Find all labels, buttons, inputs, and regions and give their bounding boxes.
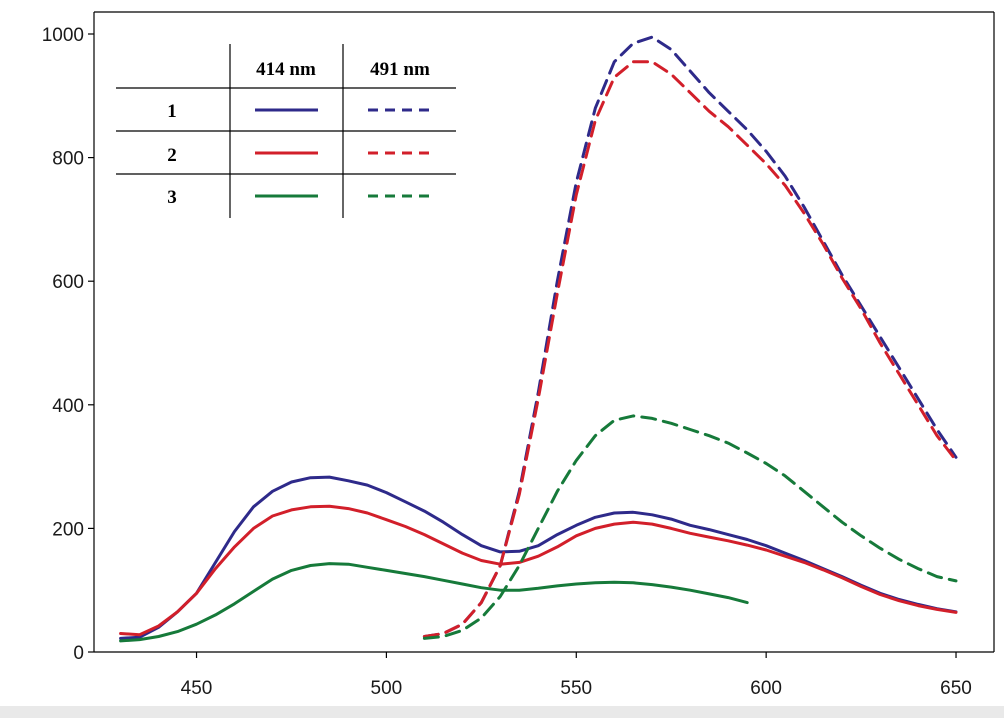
series-line-3-dashed xyxy=(422,414,958,640)
series-line-3-solid xyxy=(119,562,749,643)
series-line-2-dashed xyxy=(422,60,958,638)
x-tick-label: 600 xyxy=(750,678,782,699)
x-tick-label: 550 xyxy=(560,678,592,699)
legend-row-label-2: 2 xyxy=(167,145,177,166)
legend-swatches xyxy=(255,108,430,198)
y-tick-label: 600 xyxy=(52,272,84,293)
x-tick-label: 450 xyxy=(181,678,213,699)
legend-table: 414 nm 491 nm 1 2 3 xyxy=(116,44,456,218)
series-line-2-solid xyxy=(119,504,958,637)
y-tick-label: 800 xyxy=(52,149,84,170)
y-tick-label: 1000 xyxy=(42,25,84,46)
legend-header-491: 491 nm xyxy=(370,59,430,80)
x-tick-label: 650 xyxy=(940,678,972,699)
legend-row-label-3: 3 xyxy=(167,187,177,208)
legend-row-label-1: 1 xyxy=(167,101,177,122)
plot-area xyxy=(93,11,995,653)
x-axis-ticks: 450 500 550 600 650 xyxy=(181,652,972,699)
y-tick-label: 0 xyxy=(73,643,84,664)
y-axis-ticks: 0 200 400 600 800 1000 xyxy=(42,25,94,664)
x-tick-label: 500 xyxy=(371,678,403,699)
series-layer xyxy=(119,35,958,643)
y-tick-label: 400 xyxy=(52,396,84,417)
footer-strip xyxy=(0,706,1004,718)
y-tick-label: 200 xyxy=(52,519,84,540)
legend-header-414: 414 nm xyxy=(256,59,316,80)
